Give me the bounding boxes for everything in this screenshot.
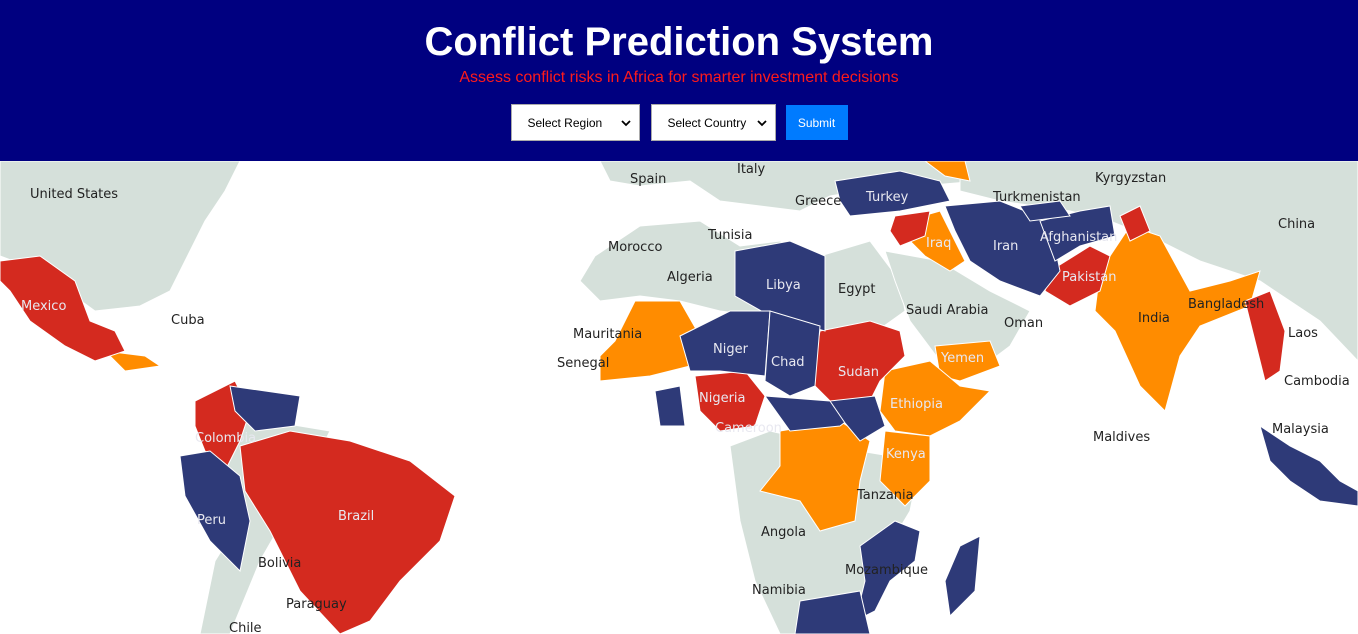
chevron-down-icon <box>620 119 631 126</box>
label-peru: Peru <box>197 513 226 528</box>
submit-button[interactable]: Submit <box>785 105 848 140</box>
label-oman: Oman <box>1004 316 1043 331</box>
label-mauritania: Mauritania <box>573 327 642 342</box>
app-header: Conflict Prediction System Assess confli… <box>0 0 1358 161</box>
country-mauritania <box>599 300 701 382</box>
country-south-sudan <box>829 395 886 442</box>
region-select-value: Select Region <box>527 115 603 130</box>
country-turkmenistan-border <box>1019 200 1071 222</box>
label-iran: Iran <box>993 239 1018 254</box>
label-greece: Greece <box>795 194 841 209</box>
country-cuba-region <box>103 350 162 372</box>
label-india: India <box>1138 311 1170 326</box>
label-chad: Chad <box>771 355 805 370</box>
country-malaysia <box>1259 424 1358 507</box>
country-kashmir <box>1119 205 1151 242</box>
country-india <box>1094 225 1261 412</box>
medium-risk-countries <box>103 161 1261 532</box>
high-risk-countries <box>0 205 1286 634</box>
world-map[interactable]: United States Spain Italy Turkey Turkmen… <box>0 161 1358 634</box>
label-yemen: Yemen <box>940 351 984 366</box>
label-kenya: Kenya <box>886 447 926 462</box>
label-morocco: Morocco <box>608 240 662 255</box>
country-somalia-peninsula <box>229 385 301 432</box>
label-colombia: Colombia <box>195 431 256 446</box>
country-myanmar <box>1244 290 1286 382</box>
country-libya <box>734 240 826 332</box>
page-subtitle: Assess conflict risks in Africa for smar… <box>459 69 899 86</box>
asia-land <box>959 161 1358 362</box>
label-ethiopia: Ethiopia <box>890 397 943 412</box>
label-maldives: Maldives <box>1093 430 1150 445</box>
label-bangladesh: Bangladesh <box>1188 297 1264 312</box>
country-select[interactable]: Select Country <box>650 104 776 141</box>
country-mexico <box>0 255 126 362</box>
map-svg: United States Spain Italy Turkey Turkmen… <box>0 161 1358 634</box>
country-sudan <box>809 320 906 402</box>
country-madagascar <box>944 535 981 618</box>
country-chad <box>764 310 821 397</box>
label-united-states: United States <box>30 187 118 202</box>
low-risk-countries <box>179 170 1358 634</box>
label-turkmenistan: Turkmenistan <box>992 190 1081 205</box>
country-ghana-region <box>654 385 686 427</box>
label-niger: Niger <box>713 342 749 357</box>
map-labels: United States Spain Italy Turkey Turkmen… <box>21 162 1350 634</box>
country-select-value: Select Country <box>667 115 747 130</box>
label-nigeria: Nigeria <box>699 391 746 406</box>
label-saudi-arabia: Saudi Arabia <box>906 303 989 318</box>
label-libya: Libya <box>766 278 801 293</box>
country-syria <box>889 210 931 247</box>
country-afghanistan <box>1039 205 1116 262</box>
label-malaysia: Malaysia <box>1272 422 1329 437</box>
country-ethiopia <box>879 360 992 437</box>
label-italy: Italy <box>737 162 766 177</box>
label-cuba: Cuba <box>171 313 205 328</box>
label-egypt: Egypt <box>838 282 876 297</box>
label-algeria: Algeria <box>667 270 713 285</box>
label-paraguay: Paraguay <box>286 597 347 612</box>
label-china: China <box>1278 217 1315 232</box>
label-cambodia: Cambodia <box>1284 374 1350 389</box>
country-mozambique <box>854 520 921 622</box>
label-kyrgyzstan: Kyrgyzstan <box>1095 171 1166 186</box>
label-tanzania: Tanzania <box>856 488 914 503</box>
filter-controls: Select Region Select Country Submit <box>0 104 1358 141</box>
label-afghanistan: Afghanistan <box>1040 230 1117 245</box>
chevron-down-icon <box>756 119 767 126</box>
country-south-africa <box>794 590 871 634</box>
country-kenya <box>879 430 931 507</box>
label-cameroon: Cameroon <box>715 421 782 436</box>
label-bolivia: Bolivia <box>258 556 301 571</box>
label-mozambique: Mozambique <box>845 563 928 578</box>
country-peru <box>179 450 251 573</box>
label-sudan: Sudan <box>838 365 879 380</box>
country-pakistan <box>1044 245 1111 307</box>
label-chile: Chile <box>229 621 262 634</box>
label-brazil: Brazil <box>338 509 374 524</box>
label-laos: Laos <box>1288 326 1318 341</box>
label-pakistan: Pakistan <box>1062 270 1116 285</box>
label-namibia: Namibia <box>752 583 806 598</box>
region-select[interactable]: Select Region <box>510 104 640 141</box>
label-mexico: Mexico <box>21 299 66 314</box>
label-tunisia: Tunisia <box>707 228 752 243</box>
label-iraq: Iraq <box>926 236 951 251</box>
country-iran <box>944 200 1061 297</box>
label-angola: Angola <box>761 525 806 540</box>
label-spain: Spain <box>630 172 666 187</box>
country-brazil <box>239 430 456 634</box>
page-title: Conflict Prediction System <box>424 20 934 64</box>
label-turkey: Turkey <box>865 190 909 205</box>
label-senegal: Senegal <box>557 356 609 371</box>
country-turkey-east <box>924 161 971 182</box>
country-turkey <box>834 170 951 217</box>
